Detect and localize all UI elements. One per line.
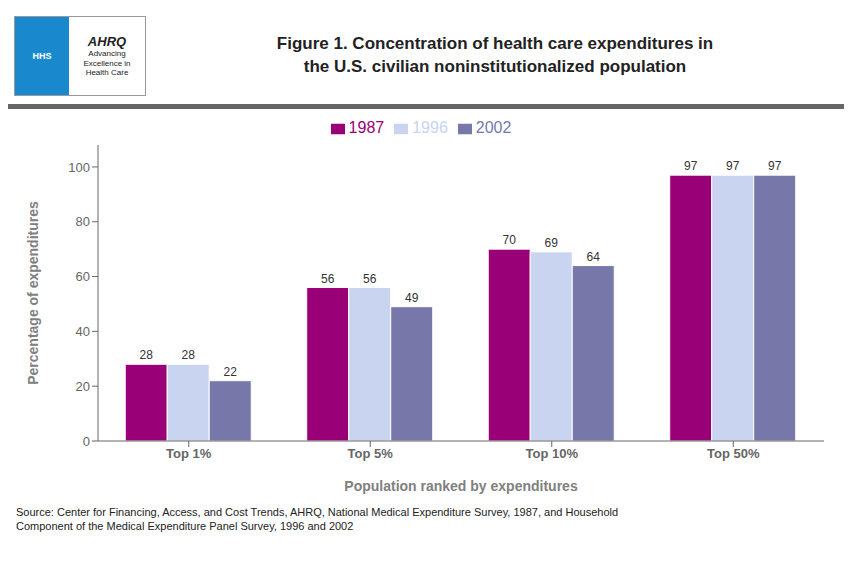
svg-text:Top 50%: Top 50% [707,446,760,461]
svg-text:28: 28 [140,348,154,362]
svg-text:80: 80 [76,214,90,229]
svg-text:Top 1%: Top 1% [166,446,212,461]
svg-text:49: 49 [405,291,419,305]
svg-text:22: 22 [224,365,238,379]
html-text:2002: 2002 [475,119,512,136]
html-text:Source: Center for Financing,: Source: Center for Financing, Access, an… [16,506,619,533]
html-text:Advancing Excellence in Health: Advancing Excellence in Health Care [83,49,131,78]
svg-text:60: 60 [76,269,90,284]
svg-text:Top 5%: Top 5% [348,446,394,461]
svg-text:Percentage of expenditures: Percentage of expenditures [25,201,41,385]
html-text:HHS: HHS [32,51,52,61]
svg-text:20: 20 [76,379,90,394]
svg-text:56: 56 [321,272,335,286]
svg-text:97: 97 [726,159,740,173]
svg-text:100: 100 [68,160,90,175]
html-text:1987: 1987 [348,119,385,136]
html-text:Figure 1. Concentration of hea: Figure 1. Concentration of health care e… [276,34,714,76]
svg-text:40: 40 [76,324,90,339]
svg-text:0: 0 [83,434,90,449]
svg-text:97: 97 [684,159,698,173]
html-text:AHRQ: AHRQ [87,34,127,50]
svg-text:Top 10%: Top 10% [526,446,579,461]
svg-text:28: 28 [182,348,196,362]
svg-text:56: 56 [363,272,377,286]
svg-text:97: 97 [768,159,782,173]
svg-text:64: 64 [587,250,601,264]
svg-text:69: 69 [545,236,559,250]
html-text:1996: 1996 [412,119,448,136]
svg-text:70: 70 [503,233,517,247]
svg-text:Population ranked by expenditu: Population ranked by expenditures [344,478,578,494]
